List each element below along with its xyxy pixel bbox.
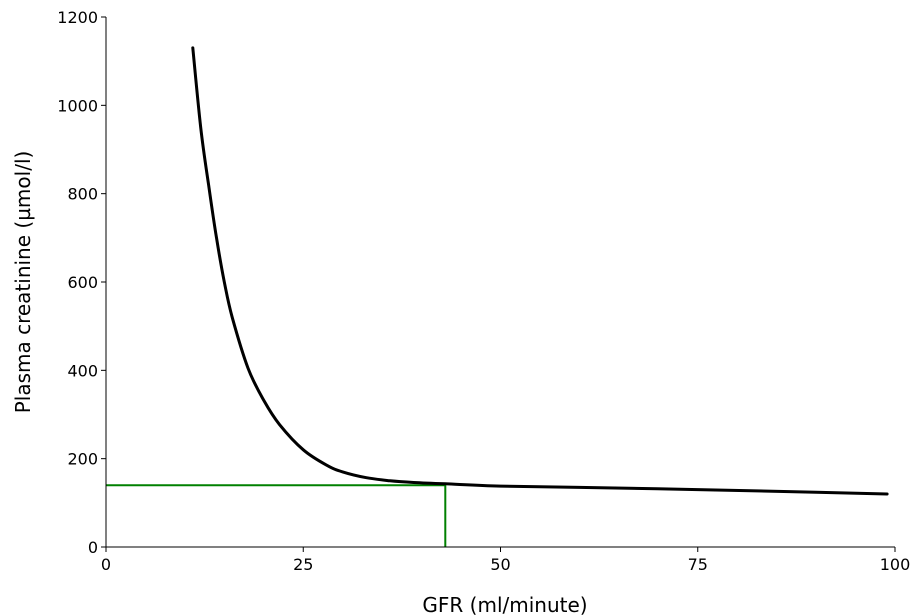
reference-line-0: [106, 484, 447, 547]
x-ticks: 0 25 50 75 100: [101, 547, 910, 574]
y-axis-title: Plasma creatinine (µmol/l): [11, 151, 35, 414]
x-tick-label: 25: [293, 555, 313, 574]
y-tick-label: 1000: [57, 96, 98, 115]
y-tick-label: 400: [67, 361, 98, 380]
y-tick-label: 800: [67, 185, 98, 204]
y-tick-label: 1200: [57, 8, 98, 27]
series-line-0: [191, 46, 889, 496]
y-tick-label: 0: [88, 538, 98, 557]
y-ticks: 0 200 400 600 800 1000 1200: [57, 8, 106, 557]
y-tick-label: 200: [67, 450, 98, 469]
x-tick-label: 0: [101, 555, 111, 574]
plot-area: [106, 46, 889, 547]
x-tick-label: 50: [490, 555, 510, 574]
x-tick-label: 75: [688, 555, 708, 574]
x-axis-title: GFR (ml/minute): [422, 593, 587, 616]
y-tick-label: 600: [67, 273, 98, 292]
x-tick-label: 100: [880, 555, 911, 574]
